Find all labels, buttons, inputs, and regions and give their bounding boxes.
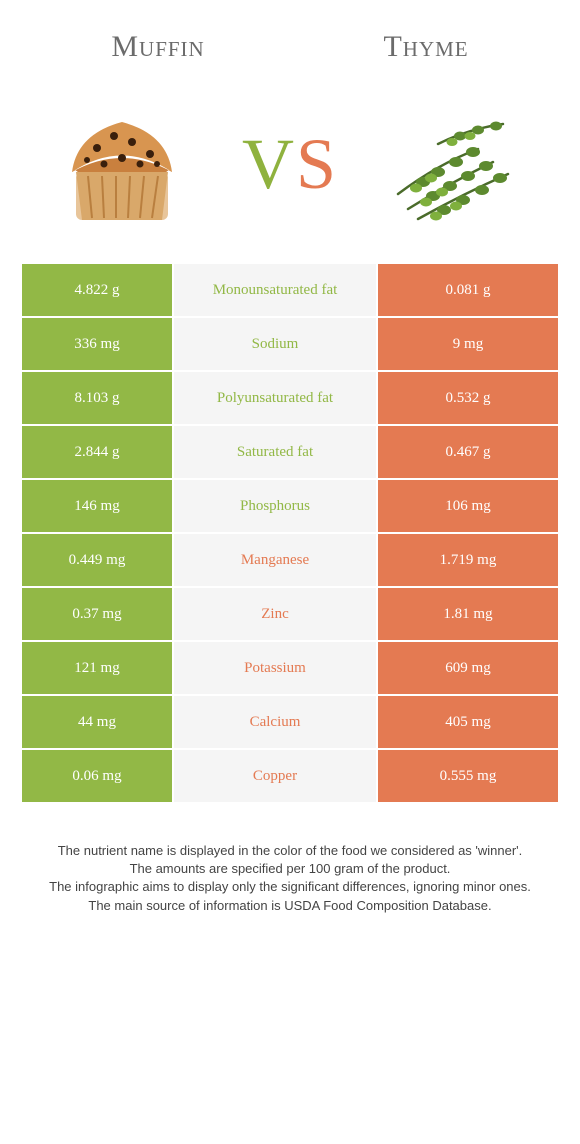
value-right: 1.81 mg bbox=[378, 588, 558, 640]
value-left: 146 mg bbox=[22, 480, 172, 532]
footer-notes: The nutrient name is displayed in the co… bbox=[22, 842, 558, 915]
nutrient-label: Manganese bbox=[174, 534, 376, 586]
table-row: 146 mgPhosphorus106 mg bbox=[22, 480, 558, 532]
nutrient-label: Zinc bbox=[174, 588, 376, 640]
table-row: 0.37 mgZinc1.81 mg bbox=[22, 588, 558, 640]
nutrient-label: Polyunsaturated fat bbox=[174, 372, 376, 424]
value-right: 106 mg bbox=[378, 480, 558, 532]
nutrient-label: Potassium bbox=[174, 642, 376, 694]
table-row: 0.449 mgManganese1.719 mg bbox=[22, 534, 558, 586]
nutrient-label: Monounsaturated fat bbox=[174, 264, 376, 316]
vs-label: VS bbox=[242, 123, 338, 206]
value-left: 0.449 mg bbox=[22, 534, 172, 586]
table-row: 44 mgCalcium405 mg bbox=[22, 696, 558, 748]
table-row: 4.822 gMonounsaturated fat0.081 g bbox=[22, 264, 558, 316]
footer-line: The nutrient name is displayed in the co… bbox=[32, 842, 548, 860]
nutrient-label: Copper bbox=[174, 750, 376, 802]
table-row: 8.103 gPolyunsaturated fat0.532 g bbox=[22, 372, 558, 424]
value-left: 44 mg bbox=[22, 696, 172, 748]
value-right: 0.532 g bbox=[378, 372, 558, 424]
title-left: Muffin bbox=[111, 30, 204, 64]
table-row: 0.06 mgCopper0.555 mg bbox=[22, 750, 558, 802]
value-left: 336 mg bbox=[22, 318, 172, 370]
value-right: 0.555 mg bbox=[378, 750, 558, 802]
thyme-image bbox=[378, 94, 538, 234]
infographic-container: Muffin Thyme bbox=[0, 0, 580, 1144]
nutrient-label: Phosphorus bbox=[174, 480, 376, 532]
vs-s: S bbox=[296, 124, 338, 204]
nutrient-label: Sodium bbox=[174, 318, 376, 370]
value-left: 0.06 mg bbox=[22, 750, 172, 802]
value-right: 609 mg bbox=[378, 642, 558, 694]
value-left: 2.844 g bbox=[22, 426, 172, 478]
table-row: 2.844 gSaturated fat0.467 g bbox=[22, 426, 558, 478]
value-right: 1.719 mg bbox=[378, 534, 558, 586]
value-right: 0.467 g bbox=[378, 426, 558, 478]
value-right: 0.081 g bbox=[378, 264, 558, 316]
header: Muffin Thyme bbox=[22, 30, 558, 64]
vs-v: V bbox=[242, 124, 296, 204]
nutrient-label: Saturated fat bbox=[174, 426, 376, 478]
value-right: 405 mg bbox=[378, 696, 558, 748]
footer-line: The amounts are specified per 100 gram o… bbox=[32, 860, 548, 878]
value-left: 0.37 mg bbox=[22, 588, 172, 640]
value-left: 121 mg bbox=[22, 642, 172, 694]
nutrient-label: Calcium bbox=[174, 696, 376, 748]
title-right: Thyme bbox=[383, 30, 468, 64]
muffin-image bbox=[42, 94, 202, 234]
hero-row: VS bbox=[22, 94, 558, 264]
footer-line: The main source of information is USDA F… bbox=[32, 897, 548, 915]
nutrient-table: 4.822 gMonounsaturated fat0.081 g336 mgS… bbox=[22, 264, 558, 802]
value-left: 4.822 g bbox=[22, 264, 172, 316]
value-right: 9 mg bbox=[378, 318, 558, 370]
table-row: 336 mgSodium9 mg bbox=[22, 318, 558, 370]
table-row: 121 mgPotassium609 mg bbox=[22, 642, 558, 694]
footer-line: The infographic aims to display only the… bbox=[32, 878, 548, 896]
value-left: 8.103 g bbox=[22, 372, 172, 424]
